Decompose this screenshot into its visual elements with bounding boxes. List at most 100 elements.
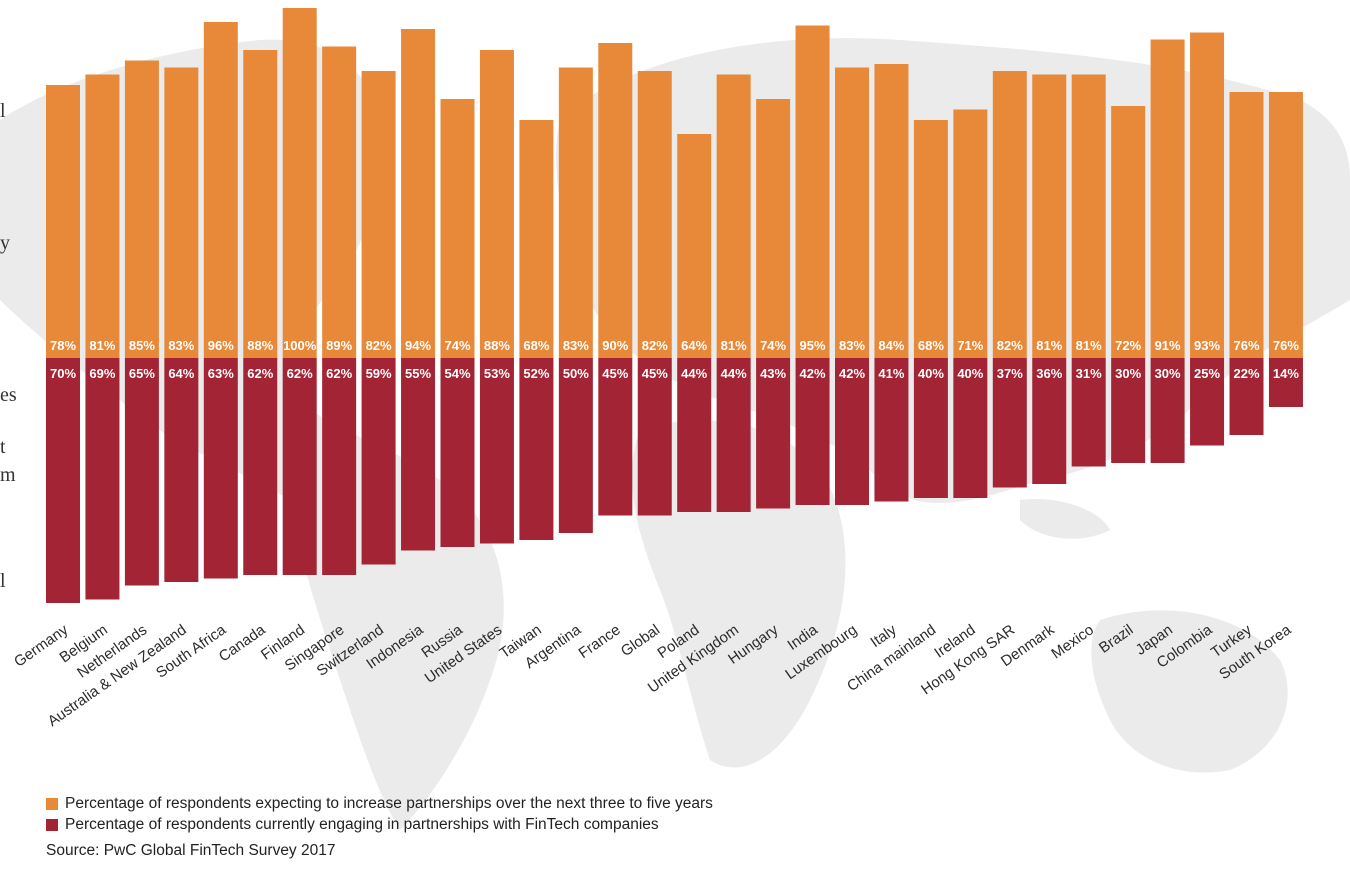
bar-expected bbox=[795, 25, 830, 358]
data-label-current: 62% bbox=[247, 366, 273, 381]
data-label-expected: 76% bbox=[1233, 338, 1259, 353]
data-label-expected: 82% bbox=[366, 338, 392, 353]
bar-expected bbox=[1032, 74, 1067, 358]
data-label-expected: 96% bbox=[208, 338, 234, 353]
bar-expected bbox=[598, 43, 633, 358]
bar-current bbox=[558, 358, 593, 533]
bar-current bbox=[992, 358, 1027, 488]
data-label-expected: 89% bbox=[326, 338, 352, 353]
data-label-expected: 68% bbox=[918, 338, 944, 353]
data-label-expected: 95% bbox=[800, 338, 826, 353]
data-label-expected: 100% bbox=[283, 338, 317, 353]
data-label-expected: 84% bbox=[878, 338, 904, 353]
source-note: Source: PwC Global FinTech Survey 2017 bbox=[46, 842, 336, 859]
bar-expected bbox=[124, 60, 159, 358]
bar-current bbox=[282, 358, 317, 575]
data-label-expected: 74% bbox=[444, 338, 470, 353]
category-label: Mexico bbox=[1048, 621, 1097, 662]
legend-swatch-current bbox=[46, 818, 58, 831]
bar-current bbox=[677, 358, 712, 512]
data-label-current: 55% bbox=[405, 366, 431, 381]
legend-label-current: Percentage of respondents currently enga… bbox=[65, 815, 659, 833]
data-label-current: 69% bbox=[89, 366, 115, 381]
data-label-current: 22% bbox=[1233, 366, 1259, 381]
data-label-current: 53% bbox=[484, 366, 510, 381]
data-label-current: 37% bbox=[997, 366, 1023, 381]
bar-current bbox=[440, 358, 475, 547]
data-label-current: 65% bbox=[129, 366, 155, 381]
data-label-expected: 82% bbox=[997, 338, 1023, 353]
bar-current bbox=[243, 358, 278, 575]
data-label-expected: 78% bbox=[50, 338, 76, 353]
legend-label-expected: Percentage of respondents expecting to i… bbox=[65, 794, 713, 812]
left-margin-fragment: t bbox=[0, 436, 6, 458]
bar-current bbox=[1071, 358, 1106, 467]
bar-current bbox=[124, 358, 159, 586]
data-label-current: 70% bbox=[50, 366, 76, 381]
bar-current bbox=[203, 358, 238, 579]
bar-expected bbox=[203, 22, 238, 358]
bar-expected bbox=[361, 71, 396, 358]
bar-expected bbox=[874, 64, 909, 358]
data-label-expected: 90% bbox=[602, 338, 628, 353]
data-label-expected: 68% bbox=[523, 338, 549, 353]
bar-current bbox=[164, 358, 199, 582]
bar-expected bbox=[756, 99, 791, 358]
data-label-current: 41% bbox=[878, 366, 904, 381]
left-margin-fragment: l bbox=[0, 100, 6, 122]
bar-current bbox=[756, 358, 791, 509]
bar-expected bbox=[953, 109, 988, 358]
data-label-current: 52% bbox=[523, 366, 549, 381]
data-label-current: 42% bbox=[839, 366, 865, 381]
data-label-expected: 72% bbox=[1115, 338, 1141, 353]
data-label-current: 40% bbox=[918, 366, 944, 381]
data-label-current: 64% bbox=[168, 366, 194, 381]
data-label-current: 54% bbox=[444, 366, 470, 381]
bar-expected bbox=[558, 67, 593, 358]
data-label-expected: 81% bbox=[1036, 338, 1062, 353]
bar-expected bbox=[716, 74, 751, 358]
data-label-expected: 64% bbox=[681, 338, 707, 353]
bar-current bbox=[874, 358, 909, 502]
bar-current bbox=[85, 358, 120, 600]
bar-expected bbox=[1190, 32, 1225, 358]
data-label-current: 62% bbox=[287, 366, 313, 381]
bar-current bbox=[637, 358, 672, 516]
bar-current bbox=[46, 358, 80, 603]
bar-current bbox=[1190, 358, 1225, 446]
left-margin-fragment: l bbox=[0, 570, 6, 592]
bar-expected bbox=[1150, 39, 1185, 358]
category-label: Global bbox=[618, 621, 663, 660]
data-label-current: 30% bbox=[1115, 366, 1141, 381]
data-label-expected: 74% bbox=[760, 338, 786, 353]
bar-current bbox=[953, 358, 988, 498]
data-label-current: 36% bbox=[1036, 366, 1062, 381]
bar-current bbox=[716, 358, 751, 512]
bar-current bbox=[913, 358, 948, 498]
bar-current bbox=[1229, 358, 1264, 435]
bar-expected bbox=[85, 74, 120, 358]
bar-expected bbox=[401, 29, 436, 358]
legend-item-expected: Percentage of respondents expecting to i… bbox=[46, 793, 713, 814]
bar-expected bbox=[1268, 92, 1303, 358]
data-label-expected: 82% bbox=[642, 338, 668, 353]
data-label-expected: 88% bbox=[247, 338, 273, 353]
category-label: Germany bbox=[11, 621, 72, 671]
data-label-current: 44% bbox=[721, 366, 747, 381]
bar-expected bbox=[637, 71, 672, 358]
category-label: France bbox=[576, 621, 624, 662]
bar-expected bbox=[440, 99, 475, 358]
bar-current bbox=[1268, 358, 1303, 407]
legend-swatch-expected bbox=[46, 797, 58, 810]
bar-current bbox=[479, 358, 514, 544]
bar-current bbox=[795, 358, 830, 505]
data-label-expected: 83% bbox=[563, 338, 589, 353]
left-margin-fragment: es bbox=[0, 384, 17, 406]
bar-expected bbox=[243, 50, 278, 358]
bar-expected bbox=[322, 46, 357, 358]
bar-expected bbox=[992, 71, 1027, 358]
data-label-expected: 85% bbox=[129, 338, 155, 353]
left-margin-fragment: y bbox=[0, 232, 10, 254]
chart-legend: Percentage of respondents expecting to i… bbox=[46, 793, 713, 835]
